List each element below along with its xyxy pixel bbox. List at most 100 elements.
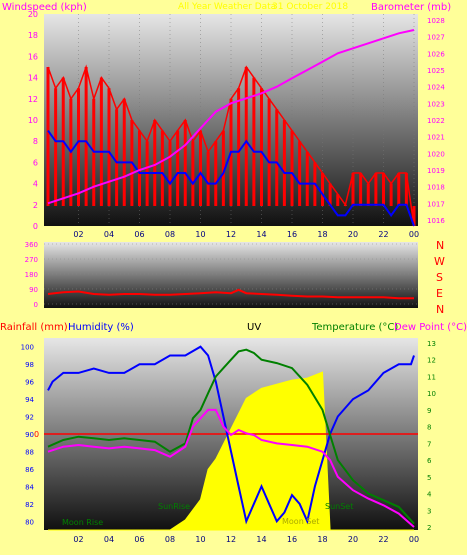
- windspeed-axis-title: Windspeed (kph): [2, 2, 87, 13]
- windspeed-tick-14: 14: [28, 74, 38, 83]
- temp-tick-8: 8: [427, 424, 431, 432]
- humidity-tick-86: 86: [25, 466, 34, 474]
- top-xtick-12: 12: [226, 230, 236, 239]
- direction-tick-90: 90: [29, 286, 38, 294]
- top-xtick-04: 04: [104, 230, 114, 239]
- windspeed-tick-20: 20: [28, 10, 38, 19]
- windspeed-tick-4: 4: [33, 180, 38, 189]
- barometer-tick-1020: 1020: [427, 150, 445, 158]
- temp-tick-11: 11: [427, 373, 436, 381]
- temp-tick-13: 13: [427, 340, 436, 348]
- barometer-tick-1028: 1028: [427, 17, 445, 25]
- windspeed-tick-6: 6: [33, 158, 38, 167]
- top-xtick-02: 02: [73, 230, 83, 239]
- barometer-tick-1016: 1016: [427, 217, 445, 225]
- uv-label: UV: [247, 322, 261, 333]
- compass-w: W: [434, 255, 445, 268]
- moon-set-annotation: Moon Set: [282, 517, 319, 526]
- dewpoint-line: [47, 408, 415, 528]
- bottom-xtick-02: 02: [73, 535, 83, 544]
- top-xtick-20: 20: [348, 230, 358, 239]
- temp-tick-2: 2: [427, 524, 431, 532]
- compass-s: S: [436, 271, 443, 284]
- top-xtick-18: 18: [317, 230, 327, 239]
- temp-tick-3: 3: [427, 507, 431, 515]
- humidity-tick-96: 96: [25, 379, 34, 387]
- barometer-tick-1021: 1021: [427, 134, 445, 142]
- temp-tick-7: 7: [427, 440, 431, 448]
- humidity-tick-88: 88: [25, 448, 34, 456]
- moon-rise-annotation: Moon Rise: [62, 518, 103, 527]
- chart-title: All Year Weather Data: [178, 2, 276, 12]
- bottom-xtick-20: 20: [348, 535, 358, 544]
- barometer-tick-1027: 1027: [427, 34, 445, 42]
- barometer-line: [47, 29, 415, 205]
- rain-zero-label: 0: [34, 430, 39, 439]
- humidity-tick-80: 80: [25, 518, 34, 526]
- barometer-tick-1023: 1023: [427, 100, 445, 108]
- top-xtick-08: 08: [165, 230, 175, 239]
- bottom-xtick-10: 10: [195, 535, 205, 544]
- windspeed-tick-18: 18: [28, 31, 38, 40]
- windspeed-tick-2: 2: [33, 201, 38, 210]
- temperature-label: Temperature (°C): [311, 322, 398, 333]
- barometer-tick-1019: 1019: [427, 167, 445, 175]
- gust-line: [47, 64, 415, 227]
- humidity-tick-90: 90: [25, 431, 34, 439]
- windspeed-tick-0: 0: [33, 222, 38, 231]
- bottom-xtick-16: 16: [287, 535, 297, 544]
- direction-tick-270: 270: [25, 256, 38, 264]
- bottom-xtick-14: 14: [256, 535, 266, 544]
- dewpoint-label: Dew Point (°C): [394, 322, 467, 333]
- sunset-annotation: SunSet: [325, 502, 353, 511]
- humidity-line: [47, 345, 415, 525]
- barometer-tick-1022: 1022: [427, 117, 445, 125]
- top-xtick-06: 06: [134, 230, 144, 239]
- temp-tick-6: 6: [427, 457, 432, 465]
- top-xtick-10: 10: [195, 230, 205, 239]
- bottom-xtick-18: 18: [317, 535, 327, 544]
- bottom-xtick-12: 12: [226, 535, 236, 544]
- humidity-tick-92: 92: [25, 414, 34, 422]
- temp-tick-10: 10: [427, 390, 436, 398]
- wind-direction-line: [47, 288, 414, 300]
- temperature-line: [47, 348, 415, 525]
- average-wind-line: [47, 130, 415, 227]
- bottom-xtick-00: 00: [409, 535, 419, 544]
- windspeed-tick-12: 12: [28, 95, 38, 104]
- humidity-label: Humidity (%): [68, 322, 134, 333]
- barometer-tick-1026: 1026: [427, 50, 445, 58]
- humidity-tick-94: 94: [25, 396, 34, 404]
- bottom-xtick-04: 04: [104, 535, 114, 544]
- direction-tick-180: 180: [25, 271, 38, 279]
- direction-tick-0: 0: [34, 301, 38, 309]
- humidity-tick-100: 100: [21, 344, 34, 352]
- barometer-tick-1017: 1017: [427, 200, 445, 208]
- bottom-xtick-06: 06: [134, 535, 144, 544]
- chart-date: 31 October 2018: [272, 2, 348, 12]
- temp-tick-12: 12: [427, 357, 436, 365]
- compass-e: E: [436, 287, 443, 300]
- humidity-tick-82: 82: [25, 501, 34, 509]
- barometer-tick-1024: 1024: [427, 84, 445, 92]
- compass-n-bottom: N: [436, 303, 444, 316]
- windspeed-tick-10: 10: [28, 116, 38, 125]
- top-xtick-14: 14: [256, 230, 266, 239]
- temp-tick-5: 5: [427, 474, 431, 482]
- bottom-xtick-08: 08: [165, 535, 175, 544]
- top-xtick-00: 00: [409, 230, 419, 239]
- direction-tick-360: 360: [25, 241, 38, 249]
- humidity-tick-84: 84: [25, 483, 34, 491]
- temp-tick-4: 4: [427, 491, 432, 499]
- temp-tick-9: 9: [427, 407, 431, 415]
- compass-n-top: N: [436, 239, 444, 252]
- windspeed-tick-16: 16: [28, 52, 38, 61]
- bottom-xtick-22: 22: [378, 535, 388, 544]
- humidity-tick-98: 98: [25, 361, 34, 369]
- windspeed-tick-8: 8: [33, 137, 38, 146]
- barometer-tick-1018: 1018: [427, 184, 445, 192]
- barometer-axis-title: Barometer (mb): [371, 2, 451, 13]
- sunrise-annotation: SunRise: [158, 502, 190, 511]
- top-xtick-16: 16: [287, 230, 297, 239]
